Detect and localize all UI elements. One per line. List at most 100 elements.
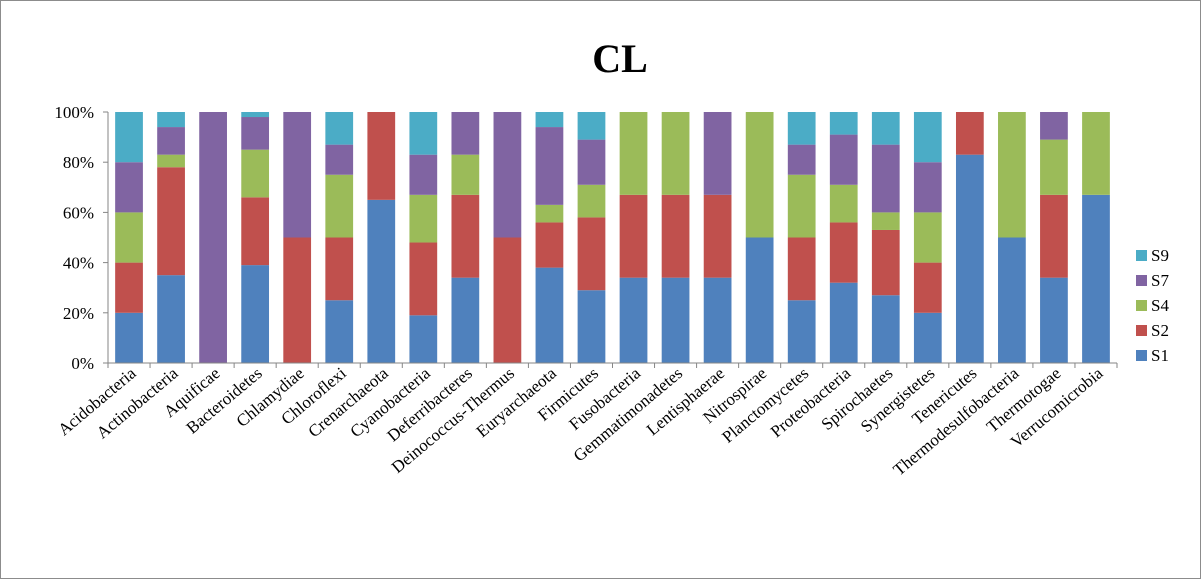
bar-segment-s1 (998, 237, 1026, 363)
bar-segment-s4 (115, 212, 143, 263)
bar-segment-s2 (577, 217, 606, 291)
bar-segment-s1 (577, 290, 606, 363)
bar-segment-s9 (577, 112, 606, 140)
legend-label-s1: S1 (1151, 346, 1169, 365)
bar-segment-s4 (661, 112, 690, 195)
bar-segment-s1 (1040, 277, 1068, 363)
bar-segment-s9 (115, 112, 143, 163)
bar-segment-s7 (409, 154, 438, 195)
legend-label-s9: S9 (1151, 246, 1169, 265)
bar-segment-s1 (787, 300, 816, 363)
bar-segment-s7 (913, 162, 942, 213)
bar-segment-s1 (913, 312, 942, 363)
bar-segment-s7 (115, 162, 143, 213)
y-tick-label: 0% (71, 354, 94, 373)
bar-segment-s7 (157, 127, 185, 155)
bar-segment-s4 (619, 112, 648, 195)
bar-segment-s4 (451, 154, 480, 195)
bars-group (115, 112, 1110, 363)
bar-segment-s4 (829, 184, 858, 223)
legend-label-s7: S7 (1151, 271, 1169, 290)
bar-segment-s9 (409, 112, 438, 155)
bar-segment-s4 (998, 112, 1026, 238)
bar-segment-s2 (1040, 194, 1068, 278)
bar-segment-s7 (787, 144, 816, 175)
bar-segment-s9 (913, 112, 942, 163)
bar-segment-s1 (241, 265, 270, 363)
bar-segment-s9 (787, 112, 816, 145)
bar-segment-s7 (577, 139, 606, 185)
bar-segment-s7 (829, 134, 858, 185)
bar-segment-s4 (787, 174, 816, 238)
bar-segment-s2 (787, 237, 816, 301)
bar-segment-s2 (913, 262, 942, 313)
bar-segment-s2 (325, 237, 354, 301)
bar-segment-s1 (1082, 194, 1110, 363)
bar-segment-s1 (829, 282, 858, 363)
bar-segment-s2 (367, 112, 396, 200)
bar-segment-s1 (115, 312, 143, 363)
legend-label-s4: S4 (1151, 296, 1169, 315)
bar-segment-s2 (157, 167, 185, 276)
bar-segment-s1 (325, 300, 354, 363)
bar-segment-s1 (745, 237, 774, 363)
bar-segment-s4 (535, 204, 564, 223)
bar-segment-s4 (1082, 112, 1110, 195)
legend-swatch-s2 (1136, 325, 1147, 336)
bar-segment-s1 (367, 199, 396, 363)
bar-segment-s7 (493, 112, 522, 238)
bar-segment-s7 (199, 112, 227, 363)
bar-segment-s9 (325, 112, 354, 145)
bar-segment-s2 (493, 237, 522, 363)
y-tick-label: 100% (54, 103, 94, 122)
y-tick-label: 80% (63, 153, 94, 172)
bar-segment-s7 (871, 144, 900, 213)
bar-segment-s1 (535, 267, 564, 363)
bar-segment-s1 (451, 277, 480, 363)
bar-segment-s9 (241, 112, 270, 118)
legend-swatch-s7 (1136, 275, 1147, 286)
bar-segment-s2 (703, 194, 732, 278)
bar-segment-s7 (703, 112, 732, 195)
bar-segment-s2 (619, 194, 648, 278)
bar-segment-s9 (535, 112, 564, 128)
bar-segment-s7 (535, 127, 564, 205)
bar-segment-s1 (703, 277, 732, 363)
chart-title: CL (592, 36, 648, 81)
bar-segment-s2 (241, 197, 270, 266)
bar-segment-s4 (1040, 139, 1068, 195)
bar-segment-s7 (325, 144, 354, 175)
bar-segment-s4 (241, 149, 270, 198)
bar-segment-s1 (619, 277, 648, 363)
y-tick-label: 60% (63, 203, 94, 222)
bar-segment-s2 (283, 237, 312, 363)
bar-segment-s2 (535, 222, 564, 268)
bar-segment-s4 (745, 112, 774, 238)
bar-segment-s9 (157, 112, 185, 128)
bar-segment-s4 (913, 212, 942, 263)
bar-segment-s4 (577, 184, 606, 218)
bar-segment-s2 (409, 242, 438, 316)
bar-segment-s9 (871, 112, 900, 145)
legend-label-s2: S2 (1151, 321, 1169, 340)
legend-swatch-s4 (1136, 300, 1147, 311)
bar-segment-s4 (325, 174, 354, 238)
bar-segment-s4 (871, 212, 900, 230)
bar-segment-s1 (409, 315, 438, 363)
bar-segment-s1 (157, 275, 185, 363)
bar-segment-s7 (451, 112, 480, 155)
bar-segment-s2 (871, 229, 900, 296)
legend-swatch-s9 (1136, 250, 1147, 261)
bar-segment-s2 (115, 262, 143, 313)
bar-segment-s1 (661, 277, 690, 363)
legend-swatch-s1 (1136, 350, 1147, 361)
bar-segment-s7 (1040, 112, 1068, 140)
y-tick-label: 20% (63, 304, 94, 323)
bar-segment-s4 (409, 194, 438, 243)
bar-segment-s2 (451, 194, 480, 278)
bar-segment-s9 (829, 112, 858, 135)
legend: S9 S7 S4 S2 S1 (1136, 246, 1169, 365)
bar-segment-s7 (241, 117, 270, 150)
bar-segment-s2 (955, 112, 984, 155)
